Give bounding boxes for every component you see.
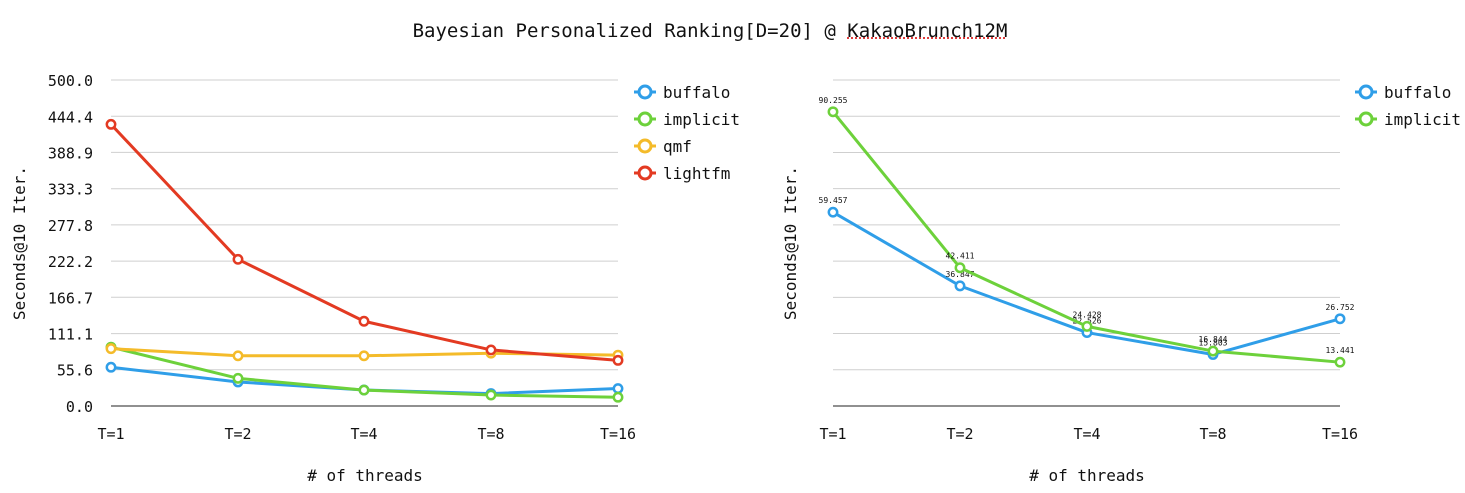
data-point-implicit <box>232 372 244 384</box>
data-point-buffalo <box>612 383 624 395</box>
data-point-buffalo <box>105 361 117 373</box>
y-tick-label: 277.8 <box>48 217 93 235</box>
x-axis-label: # of threads <box>307 466 423 485</box>
data-point-implicit <box>1334 356 1346 368</box>
y-tick-label: 500.0 <box>48 72 93 90</box>
y-tick-label: 0.0 <box>66 398 93 416</box>
legend-marker-implicit <box>637 111 653 127</box>
data-point-qmf <box>358 350 370 362</box>
data-label-buffalo: 15.803 <box>1199 338 1228 347</box>
legend-label-buffalo: buffalo <box>663 83 730 102</box>
legend-marker-buffalo <box>637 84 653 100</box>
x-tick-label: T=16 <box>1322 425 1358 443</box>
chart-title: Bayesian Personalized Ranking[D=20] @ Ka… <box>0 20 1420 42</box>
data-point-lightfm <box>485 344 497 356</box>
x-tick-label: T=1 <box>97 425 124 443</box>
data-label-implicit: 42.411 <box>946 252 975 261</box>
data-label-implicit: 24.428 <box>1073 310 1102 319</box>
x-tick-label: T=2 <box>946 425 973 443</box>
data-point-qmf <box>232 350 244 362</box>
data-point-lightfm <box>358 315 370 327</box>
chart-title-main: Bayesian Personalized Ranking[D=20] @ <box>412 20 848 42</box>
data-label-implicit: 13.441 <box>1326 346 1355 355</box>
legend-marker-lightfm <box>637 165 653 181</box>
data-point-implicit <box>358 384 370 396</box>
x-tick-label: T=4 <box>350 425 377 443</box>
x-tick-label: T=16 <box>600 425 636 443</box>
x-tick-label: T=2 <box>224 425 251 443</box>
data-point-implicit <box>954 262 966 274</box>
legend-label-buffalo: buffalo <box>1384 83 1451 102</box>
legend-label-lightfm: lightfm <box>663 164 730 183</box>
y-tick-label: 111.1 <box>48 326 93 344</box>
data-point-implicit <box>485 389 497 401</box>
legend-label-implicit: implicit <box>663 110 740 129</box>
data-point-qmf <box>105 343 117 355</box>
chart-title-dataset: KakaoBrunch12M <box>847 20 1008 42</box>
legend-marker-qmf <box>637 138 653 154</box>
data-point-lightfm <box>612 354 624 366</box>
x-tick-label: T=8 <box>477 425 504 443</box>
legend-label-qmf: qmf <box>663 137 692 156</box>
legend-marker-buffalo <box>1358 84 1374 100</box>
data-point-implicit <box>1081 320 1093 332</box>
data-point-implicit <box>1207 345 1219 357</box>
legend-label-implicit: implicit <box>1384 110 1461 129</box>
x-axis-label: # of threads <box>1029 466 1145 485</box>
x-tick-label: T=4 <box>1073 425 1100 443</box>
data-label-buffalo: 36.847 <box>946 270 975 279</box>
data-point-buffalo <box>827 206 839 218</box>
data-point-lightfm <box>105 118 117 130</box>
y-tick-label: 55.6 <box>57 362 93 380</box>
y-tick-label: 222.2 <box>48 253 93 271</box>
y-tick-label: 388.9 <box>48 144 93 162</box>
data-point-buffalo <box>954 280 966 292</box>
data-label-buffalo: 59.457 <box>819 196 848 205</box>
data-label-implicit: 90.255 <box>819 96 848 105</box>
data-label-implicit: 16.844 <box>1199 335 1228 344</box>
y-axis-label: Seconds@10 Iter. <box>10 166 29 320</box>
y-tick-label: 166.7 <box>48 289 93 307</box>
x-tick-label: T=8 <box>1199 425 1226 443</box>
x-tick-label: T=1 <box>819 425 846 443</box>
legend-marker-implicit <box>1358 111 1374 127</box>
data-label-buffalo: 26.752 <box>1326 303 1355 312</box>
y-tick-label: 333.3 <box>48 181 93 199</box>
y-tick-label: 444.4 <box>48 108 93 126</box>
data-point-implicit <box>827 106 839 118</box>
data-point-implicit <box>612 391 624 403</box>
y-axis-label: Seconds@10 Iter. <box>781 166 800 320</box>
data-point-buffalo <box>1334 313 1346 325</box>
data-point-lightfm <box>232 253 244 265</box>
